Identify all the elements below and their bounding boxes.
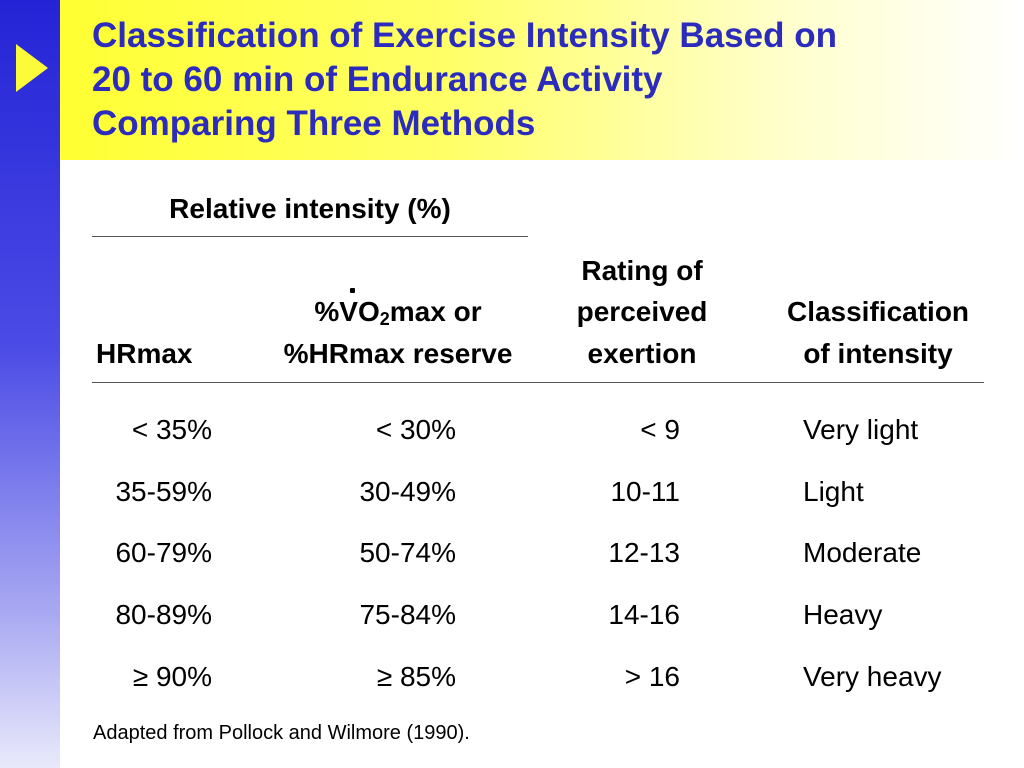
source-footnote: Adapted from Pollock and Wilmore (1990). xyxy=(93,722,470,744)
header-rpe-line1: Rating of xyxy=(581,255,703,286)
cell-vo2max: 50-74% xyxy=(359,537,456,568)
cell-vo2max: ≥ 85% xyxy=(376,661,456,692)
title-band xyxy=(60,0,1024,160)
cell-classification: Moderate xyxy=(803,537,922,568)
left-sidebar-bar xyxy=(0,0,60,768)
vo2-subscript: 2 xyxy=(379,309,390,329)
cell-vo2max: < 30% xyxy=(375,414,456,445)
slide-title: Classification of Exercise Intensity Bas… xyxy=(92,14,992,146)
vo2-o: O xyxy=(357,296,380,327)
cell-rpe: < 9 xyxy=(640,414,680,445)
cell-rpe: 10-11 xyxy=(610,476,680,507)
header-hrmax: HRmax xyxy=(96,338,193,369)
cell-classification: Light xyxy=(803,476,864,507)
title-line-1: Classification of Exercise Intensity Bas… xyxy=(92,16,837,55)
cell-classification: Very heavy xyxy=(803,661,942,692)
cell-vo2max: 75-84% xyxy=(359,599,456,630)
play-arrow-icon xyxy=(16,44,48,92)
cell-hrmax: 60-79% xyxy=(115,537,212,568)
vo2-percent: % xyxy=(314,296,340,327)
cell-hrmax: < 35% xyxy=(131,414,212,445)
title-line-2: 20 to 60 min of Endurance Activity xyxy=(92,60,663,99)
header-classification-line1: Classification xyxy=(786,296,970,327)
title-line-3: Comparing Three Methods xyxy=(92,104,536,143)
vo2-v-dot: V xyxy=(339,296,358,327)
header-vo2max-line2: %HRmax reserve xyxy=(283,338,513,369)
cell-rpe: 14-16 xyxy=(608,599,680,630)
vo2-max-or: max or xyxy=(389,296,482,327)
header-classification-line2: of intensity xyxy=(803,338,953,369)
cell-rpe: > 16 xyxy=(624,661,680,692)
cell-hrmax: 35-59% xyxy=(115,476,212,507)
cell-classification: Heavy xyxy=(803,599,883,630)
header-vo2max-line1: %VO2max or xyxy=(250,296,546,330)
header-rpe-line3: exertion xyxy=(587,338,697,369)
cell-classification: Very light xyxy=(803,414,919,445)
cell-rpe: 12-13 xyxy=(608,537,680,568)
cell-hrmax: 80-89% xyxy=(115,599,212,630)
group-header-rule xyxy=(92,236,528,237)
header-rule xyxy=(92,382,984,383)
cell-vo2max: 30-49% xyxy=(359,476,456,507)
cell-hrmax: ≥ 90% xyxy=(132,661,212,692)
header-rpe-line2: perceived xyxy=(576,296,708,327)
relative-intensity-header: Relative intensity (%) xyxy=(169,193,451,224)
